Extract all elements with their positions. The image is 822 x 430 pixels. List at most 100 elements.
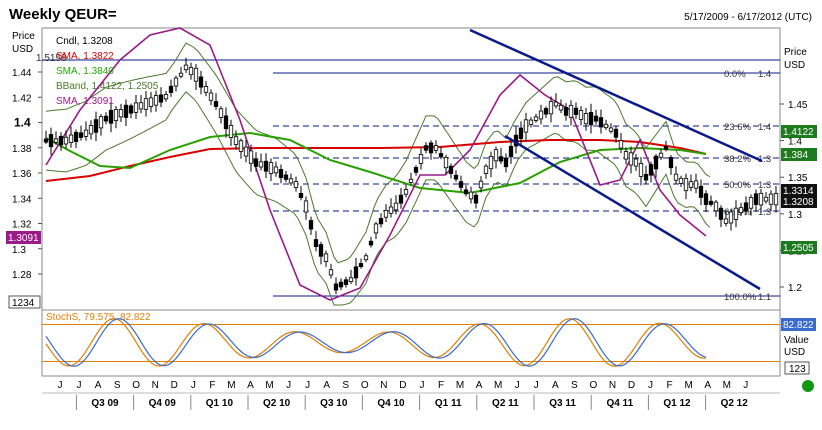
month-label: A (552, 380, 559, 391)
left-tick-label: 1.28 (12, 270, 32, 281)
candle (508, 137, 514, 164)
candle (523, 112, 529, 141)
candle (53, 131, 59, 145)
month-label: A (95, 380, 102, 391)
candle (63, 130, 69, 149)
candle (618, 132, 624, 154)
candle (163, 91, 169, 102)
candle (423, 142, 429, 154)
candle (323, 250, 329, 267)
candle (243, 139, 249, 163)
candle (328, 263, 334, 279)
candle (528, 117, 534, 128)
fib-label: 100.0% (724, 292, 757, 303)
candle (388, 198, 394, 218)
legend-overlap-value: 1.5158 (36, 53, 67, 64)
candle (558, 99, 564, 114)
stoch-corner-label: 123 (789, 364, 806, 375)
candle (653, 154, 659, 178)
candle (418, 148, 424, 170)
candle (673, 166, 679, 185)
candle (143, 90, 149, 117)
candle (598, 109, 604, 134)
right-badge: 1.4122 (781, 125, 817, 138)
month-label: F (438, 380, 444, 391)
stoch-title: StochS, 79.575, 82.822 (46, 312, 151, 323)
fib-label: 23.6% (724, 122, 751, 133)
candle (298, 186, 304, 201)
candle (223, 107, 229, 138)
channel-upper-line (469, 28, 763, 163)
candle (198, 70, 204, 95)
candle (693, 173, 699, 194)
candle (373, 221, 379, 240)
candle (133, 94, 139, 119)
candle (353, 257, 359, 286)
candle (648, 161, 654, 183)
stoch-corner-box[interactable]: 123 (784, 361, 810, 375)
candle (273, 161, 279, 177)
fib-label: 0.0% (724, 69, 746, 80)
month-label: A (704, 380, 711, 391)
candle (128, 103, 134, 119)
candle (393, 195, 399, 215)
candle (408, 172, 414, 185)
month-label: M (723, 380, 731, 391)
candle (468, 186, 474, 204)
candle (218, 106, 224, 124)
month-label: M (684, 380, 692, 391)
candle (333, 277, 339, 295)
svg-text:1.3314: 1.3314 (783, 186, 814, 197)
month-label: D (171, 380, 178, 391)
month-label: M (494, 380, 502, 391)
candle (493, 146, 499, 169)
price-corner-box[interactable]: 1234 (8, 295, 41, 309)
candle (733, 200, 739, 228)
quarter-label: Q4 11 (606, 398, 633, 409)
right-badge: 1.384 (781, 148, 817, 161)
candle (443, 154, 449, 175)
candle (123, 99, 129, 126)
candle (233, 130, 239, 150)
candle (688, 174, 694, 192)
month-label: S (114, 380, 121, 391)
candle (628, 146, 634, 174)
price-panel-frame (41, 27, 781, 311)
candle (678, 175, 684, 187)
time-axis: J J A S O N D J F M A M J J A S O N D J F M A M J J A S O N D J F M A M JQ3 … (42, 375, 780, 410)
stoch-panel-frame (41, 309, 781, 377)
quarter-label: Q3 11 (549, 398, 576, 409)
month-label: M (227, 380, 235, 391)
candle (258, 153, 264, 171)
candle (503, 153, 509, 173)
candle (763, 192, 769, 204)
channel-lower-line (504, 134, 761, 291)
quarter-label: Q2 12 (721, 398, 749, 409)
stoch-main-line (45, 318, 707, 367)
sma-purple-line (45, 27, 707, 301)
fib-value: 1.3 (758, 180, 771, 191)
candle (413, 165, 419, 176)
month-label: J (743, 380, 748, 391)
right-tick-label: 1.2 (788, 283, 802, 294)
candle (398, 187, 404, 209)
candle (548, 96, 554, 123)
stoch-signal-line (45, 318, 707, 367)
candle (753, 189, 759, 212)
candle (338, 278, 344, 291)
month-label: O (590, 380, 598, 391)
right-tick-label: 1.45 (788, 100, 808, 111)
trend-channel (469, 28, 763, 291)
candle (208, 89, 214, 106)
candle (663, 140, 669, 152)
candle (588, 103, 594, 134)
live-status-dot (802, 380, 814, 392)
candle (108, 101, 114, 133)
candle (303, 196, 309, 220)
candle (403, 184, 409, 198)
candle (658, 148, 664, 161)
candle (583, 108, 589, 131)
fib-value: 1.4 (758, 122, 771, 133)
candle (458, 175, 464, 192)
candle (188, 62, 194, 80)
